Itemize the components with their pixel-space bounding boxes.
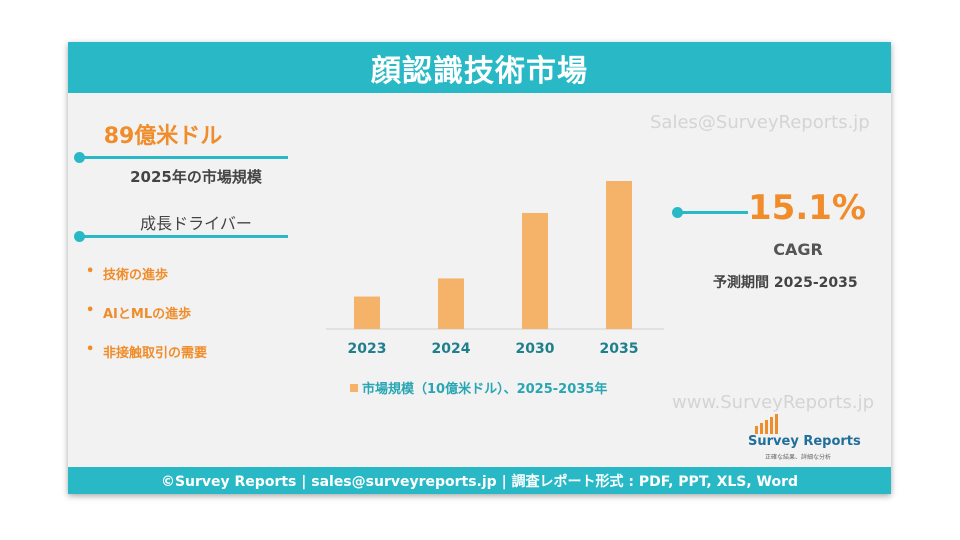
- divider-dot-icon: [74, 152, 85, 163]
- bar-chart: 2023 2024 2030 2035: [326, 181, 664, 357]
- cagr-divider: [672, 207, 748, 218]
- market-value-divider: [74, 152, 288, 163]
- logo-bars-icon: [755, 414, 778, 434]
- legend-label: 市場規模（10億米ドル）、2025-2035年: [362, 382, 608, 397]
- watermark-email: Sales@SurveyReports.jp: [650, 112, 870, 133]
- footer: ©Survey Reports | sales@surveyreports.jp…: [68, 467, 891, 494]
- drivers-title: 成長ドライバー: [140, 214, 252, 233]
- divider-dot-icon: [672, 207, 683, 218]
- page-title: 顔認識技術市場: [68, 42, 891, 93]
- x-tick-label-2023: 2023: [348, 341, 387, 357]
- watermark-url: www.SurveyReports.jp: [672, 392, 875, 413]
- logo-tagline: 正確な結果、詳細な分析: [765, 454, 832, 461]
- list-item: • AIとMLの進歩: [86, 303, 207, 342]
- bullet-icon: •: [86, 264, 95, 279]
- bullet-icon: •: [86, 342, 95, 357]
- list-item: • 技術の進歩: [86, 264, 207, 303]
- driver-label: AIとMLの進歩: [103, 307, 192, 322]
- x-tick-label-2035: 2035: [600, 341, 639, 357]
- bar-2024: [438, 278, 464, 329]
- bar-2035: [606, 181, 632, 329]
- bar-2023: [354, 296, 380, 329]
- infographic-card: 顔認識技術市場 Sales@SurveyReports.jp www.Surve…: [68, 42, 891, 494]
- driver-label: 技術の進歩: [103, 268, 169, 283]
- cagr-label: CAGR: [773, 240, 823, 259]
- drivers-list: • 技術の進歩 • AIとMLの進歩 • 非接触取引の需要: [86, 264, 207, 381]
- drivers-divider: [74, 231, 288, 242]
- bullet-icon: •: [86, 303, 95, 318]
- market-value: 89億米ドル: [103, 124, 223, 149]
- forecast-period: 予測期間 2025-2035: [713, 275, 858, 291]
- legend-swatch: [350, 383, 358, 392]
- bar-2030: [522, 212, 548, 329]
- driver-label: 非接触取引の需要: [103, 346, 208, 361]
- divider-dot-icon: [74, 231, 85, 242]
- chart-legend: 市場規模（10億米ドル）、2025-2035年: [350, 378, 607, 397]
- x-tick-label-2024: 2024: [432, 341, 471, 357]
- logo-name: Survey Reports: [748, 434, 861, 449]
- market-value-caption: 2025年の市場規模: [130, 168, 262, 186]
- cagr-value: 15.1%: [748, 188, 866, 228]
- x-tick-label-2030: 2030: [516, 341, 555, 357]
- list-item: • 非接触取引の需要: [86, 342, 207, 381]
